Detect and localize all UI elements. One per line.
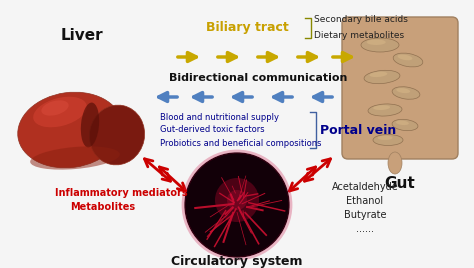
Text: Dietary metabolites: Dietary metabolites [314,31,404,39]
Ellipse shape [81,103,99,147]
Circle shape [227,190,247,210]
Circle shape [215,178,259,222]
Ellipse shape [367,39,386,45]
Ellipse shape [396,88,410,93]
Text: Portal vein: Portal vein [320,124,396,136]
Ellipse shape [373,105,390,110]
Ellipse shape [398,54,412,60]
Ellipse shape [30,146,120,170]
Ellipse shape [392,119,418,131]
Text: Butyrate: Butyrate [344,210,386,220]
Text: Biliary tract: Biliary tract [206,21,288,35]
Ellipse shape [377,136,392,140]
Text: Bidirectional communication: Bidirectional communication [169,73,347,83]
Text: Gut: Gut [384,176,415,191]
Ellipse shape [90,105,145,165]
Ellipse shape [392,87,420,99]
Ellipse shape [369,72,387,77]
Ellipse shape [368,104,402,116]
Ellipse shape [361,38,399,52]
Ellipse shape [393,53,423,67]
Text: Acetaldehyde: Acetaldehyde [332,182,398,192]
FancyBboxPatch shape [342,17,458,159]
Ellipse shape [388,152,402,174]
Ellipse shape [364,70,400,84]
Ellipse shape [396,121,409,125]
Text: Secondary bile acids: Secondary bile acids [314,16,408,24]
Ellipse shape [373,135,403,146]
Text: Probiotics and beneficial compositions: Probiotics and beneficial compositions [160,139,321,147]
Text: Gut-derived toxic factors: Gut-derived toxic factors [160,125,264,135]
Text: Ethanol: Ethanol [346,196,383,206]
Text: Liver: Liver [61,28,103,43]
Text: Circulatory system: Circulatory system [171,255,303,268]
Text: ......: ...... [356,224,374,234]
Text: Blood and nutritional supply: Blood and nutritional supply [160,113,279,121]
Circle shape [185,153,289,257]
Ellipse shape [18,92,122,168]
Ellipse shape [33,97,87,127]
Text: Inflammatory mediators: Inflammatory mediators [55,188,188,198]
Ellipse shape [41,100,69,116]
Text: Metabolites: Metabolites [70,202,135,212]
